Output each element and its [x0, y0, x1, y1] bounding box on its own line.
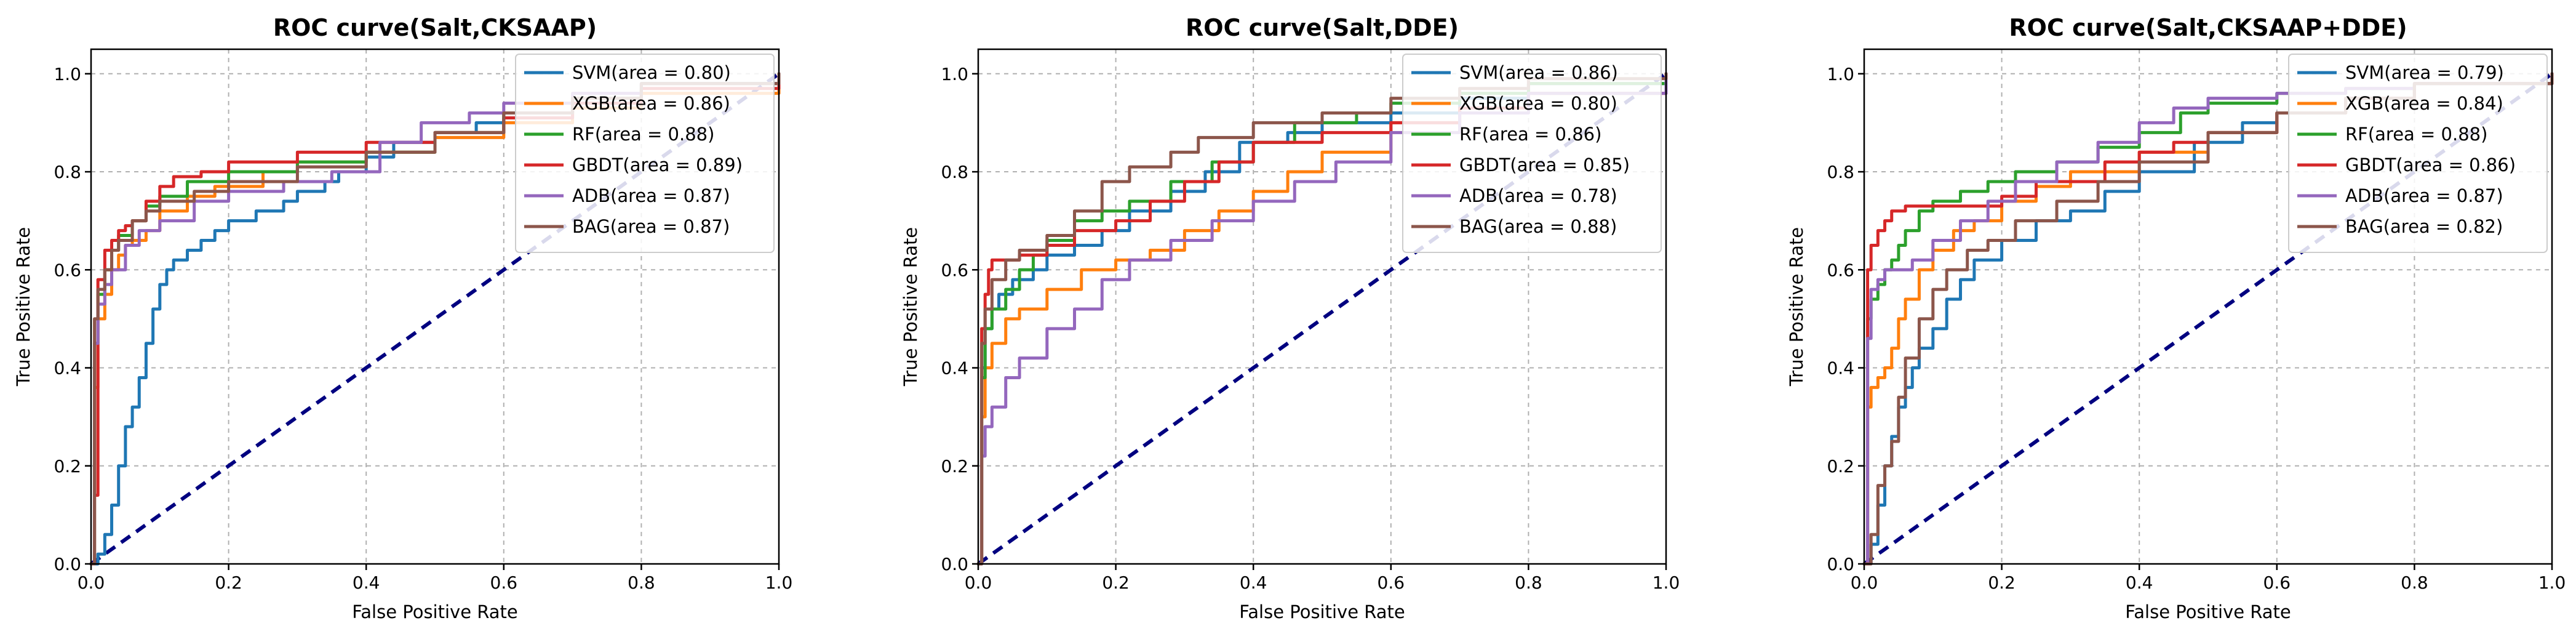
- roc-panel-3: 0.0 0.2 0.4 0.6 0.8 1.0 0.0 0.2 0.4 0.6 0.8 1.0 ROC …: [1786, 14, 2566, 622]
- roc-curve-bag: [1862, 72, 2554, 566]
- x-tick-label: 0.0: [78, 573, 105, 593]
- y-tick-label: 1.0: [1827, 64, 1854, 84]
- y-tick-label: 0.2: [54, 456, 81, 476]
- legend: SVM(area = 0.80) XGB(area = 0.86) RF(area …: [515, 54, 775, 253]
- legend-label: SVM(area = 0.79): [2345, 62, 2504, 83]
- plot-frame: [977, 48, 1667, 565]
- x-tick-label: 0.8: [1515, 573, 1542, 593]
- legend-label: SVM(area = 0.86): [1459, 62, 1618, 83]
- plot-frame: [90, 48, 780, 565]
- y-tick-label: 0.2: [1827, 456, 1854, 476]
- legend-box: [1402, 54, 1662, 253]
- y-tick-label: 0.8: [54, 162, 81, 182]
- x-tick-label: 0.6: [1378, 573, 1405, 593]
- x-tick-label: 0.8: [2401, 573, 2428, 593]
- x-tick-label: 0.4: [1240, 573, 1267, 593]
- y-tick-label: 0.6: [54, 260, 81, 280]
- y-tick-label: 0.0: [54, 554, 81, 574]
- legend-label: GBDT(area = 0.89): [572, 155, 743, 175]
- legend-label: SVM(area = 0.80): [572, 62, 731, 83]
- x-tick-label: 0.2: [215, 573, 242, 593]
- x-tick-label: 0.0: [965, 573, 992, 593]
- x-tick-label: 0.2: [1102, 573, 1130, 593]
- legend-label: XGB(area = 0.84): [2345, 93, 2503, 114]
- legend-label: ADB(area = 0.87): [2345, 185, 2503, 206]
- x-tick-label: 0.8: [628, 573, 655, 593]
- roc-curve-rf: [1862, 72, 2554, 566]
- x-tick-label: 0.4: [353, 573, 380, 593]
- legend: SVM(area = 0.86) XGB(area = 0.80) RF(area …: [1402, 54, 1662, 253]
- legend-label: XGB(area = 0.80): [1459, 93, 1617, 114]
- y-tick-label: 0.4: [941, 358, 968, 379]
- x-tick-label: 0.0: [1851, 573, 1878, 593]
- y-tick-label: 0.4: [1827, 358, 1854, 379]
- legend-label: RF(area = 0.88): [572, 124, 714, 145]
- roc-curve-adb: [1862, 72, 2554, 566]
- legend-label: RF(area = 0.86): [1459, 124, 1601, 145]
- x-axis-label: False Positive Rate: [1239, 601, 1405, 622]
- legend-label: BAG(area = 0.88): [1459, 216, 1617, 237]
- y-axis-label: True Positive Rate: [1786, 227, 1807, 387]
- x-tick-label: 0.6: [2263, 573, 2291, 593]
- x-axis-label: False Positive Rate: [352, 601, 518, 622]
- legend-box: [2288, 54, 2548, 253]
- roc-curve-adb: [976, 72, 1668, 566]
- legend: SVM(area = 0.79) XGB(area = 0.84) RF(area …: [2288, 54, 2548, 253]
- x-tick-label: 0.4: [2126, 573, 2153, 593]
- roc-panel-1: 0.0 0.2 0.4 0.6 0.8 1.0 0.0 0.2 0.4 0.6 0.8 1.0 ROC …: [13, 14, 792, 622]
- y-tick-label: 0.6: [1827, 260, 1854, 280]
- y-tick-label: 0.0: [1827, 554, 1854, 574]
- y-tick-label: 0.8: [1827, 162, 1854, 182]
- y-tick-label: 0.2: [941, 456, 968, 476]
- legend-label: RF(area = 0.88): [2345, 124, 2487, 145]
- y-tick-label: 1.0: [941, 64, 968, 84]
- x-tick-label: 1.0: [1653, 573, 1680, 593]
- chart-title: ROC curve(Salt,CKSAAP+DDE): [2009, 14, 2407, 41]
- x-tick-label: 0.6: [490, 573, 518, 593]
- x-tick-label: 0.2: [1988, 573, 2016, 593]
- legend-box: [515, 54, 775, 253]
- legend-label: XGB(area = 0.86): [572, 93, 730, 114]
- y-axis-label: True Positive Rate: [900, 227, 921, 387]
- y-tick-label: 0.6: [941, 260, 968, 280]
- y-axis-label: True Positive Rate: [13, 227, 34, 387]
- chart-title: ROC curve(Salt,CKSAAP): [273, 14, 597, 41]
- x-axis-label: False Positive Rate: [2125, 601, 2291, 622]
- chart-title: ROC curve(Salt,DDE): [1186, 14, 1459, 41]
- x-tick-label: 1.0: [765, 573, 793, 593]
- roc-panel-2: 0.0 0.2 0.4 0.6 0.8 1.0 0.0 0.2 0.4 0.6 0.8 1.0 ROC …: [900, 14, 1680, 622]
- x-tick-label: 1.0: [2538, 573, 2566, 593]
- legend-label: ADB(area = 0.78): [1459, 185, 1617, 206]
- legend-label: BAG(area = 0.82): [2345, 216, 2503, 237]
- legend-label: GBDT(area = 0.85): [1459, 155, 1630, 175]
- y-tick-label: 0.4: [54, 358, 81, 379]
- y-tick-label: 0.0: [941, 554, 968, 574]
- plot-frame: [1863, 48, 2553, 565]
- legend-label: BAG(area = 0.87): [572, 216, 730, 237]
- y-tick-label: 0.8: [941, 162, 968, 182]
- y-tick-label: 1.0: [54, 64, 81, 84]
- legend-label: ADB(area = 0.87): [572, 185, 730, 206]
- legend-label: GBDT(area = 0.86): [2345, 155, 2516, 175]
